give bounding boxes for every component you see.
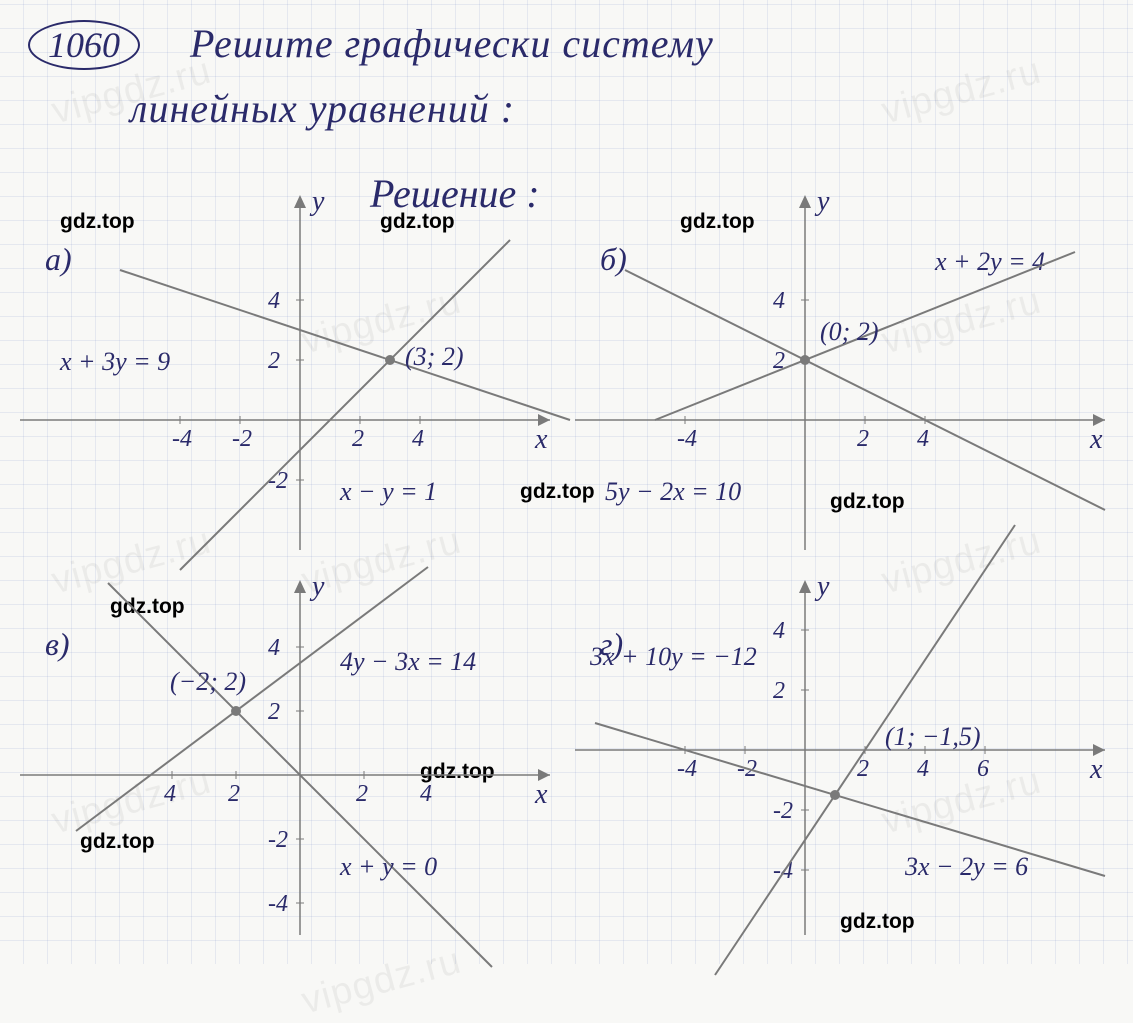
x-tick: 2 — [857, 426, 869, 452]
part-label: б) — [600, 241, 627, 277]
solution-label: (−2; 2) — [170, 667, 246, 696]
y-axis-label: y — [814, 571, 830, 602]
x-tick: -2 — [232, 426, 252, 452]
y-tick: 4 — [773, 618, 785, 644]
y-tick: 2 — [268, 348, 280, 374]
part-label: в) — [45, 626, 70, 662]
x-tick: 2 — [356, 781, 368, 807]
solution-label: (0; 2) — [820, 317, 878, 346]
y-axis-label: y — [309, 571, 325, 602]
x-tick: 4 — [412, 426, 424, 452]
equation-label-0: x + 3y = 9 — [59, 347, 170, 376]
chart-b: xy-42424x + 2y = 45y − 2x = 10б)(0; 2) — [575, 190, 1115, 560]
solution-point — [231, 706, 241, 716]
x-tick: -4 — [677, 426, 697, 452]
solution-label: (1; −1,5) — [885, 722, 981, 751]
x-axis-label: x — [1089, 424, 1103, 455]
y-tick: 2 — [773, 678, 785, 704]
x-tick: 4 — [917, 426, 929, 452]
solution-label: (3; 2) — [405, 342, 463, 371]
graph-line-0 — [625, 270, 1105, 510]
problem-number: 1060 — [28, 20, 140, 70]
title-line-1: Решите графически систему — [190, 20, 714, 67]
y-tick: -2 — [773, 798, 793, 824]
graph-line-1 — [180, 240, 510, 570]
solution-point — [385, 355, 395, 365]
equation-label-1: 5y − 2x = 10 — [605, 477, 741, 506]
equation-label-1: x − y = 1 — [339, 477, 437, 506]
graph-line-0 — [595, 723, 1105, 876]
graph-line-0 — [120, 270, 570, 420]
solution-point — [830, 790, 840, 800]
equation-label-1: x + y = 0 — [339, 852, 437, 881]
chart-d: xy-4-2246-4-2243x + 10y = −123x − 2y = 6… — [575, 575, 1115, 945]
x-axis-label: x — [1089, 754, 1103, 785]
x-tick: -4 — [172, 426, 192, 452]
y-tick: 2 — [268, 699, 280, 725]
y-tick: -4 — [268, 891, 288, 917]
chart-a: xy-4-224-224x + 3y = 9x − y = 1а)(3; 2) — [20, 190, 560, 560]
x-tick: 2 — [352, 426, 364, 452]
x-tick: 4 — [917, 756, 929, 782]
x-tick: 4 — [164, 781, 176, 807]
x-tick: -4 — [677, 756, 697, 782]
title-line-2: линейных уравнений : — [130, 85, 515, 132]
equation-label-0: 4y − 3x = 14 — [340, 647, 476, 676]
x-axis-label: x — [534, 424, 548, 455]
x-tick: 2 — [228, 781, 240, 807]
y-tick: 4 — [268, 635, 280, 661]
y-tick: -2 — [268, 827, 288, 853]
y-tick: 4 — [268, 288, 280, 314]
y-axis-label: y — [309, 186, 325, 217]
chart-c: xy2442-4-2244y − 3x = 14x + y = 0в)(−2; … — [20, 575, 560, 945]
y-tick: 4 — [773, 288, 785, 314]
x-axis-label: x — [534, 779, 548, 810]
solution-point — [800, 355, 810, 365]
equation-label-1: 3x − 2y = 6 — [904, 852, 1028, 881]
y-axis-label: y — [814, 186, 830, 217]
x-tick: 4 — [420, 781, 432, 807]
graph-line-0 — [76, 567, 428, 831]
part-label: г) — [600, 626, 623, 662]
x-tick: 6 — [977, 756, 989, 782]
part-label: а) — [45, 241, 72, 277]
